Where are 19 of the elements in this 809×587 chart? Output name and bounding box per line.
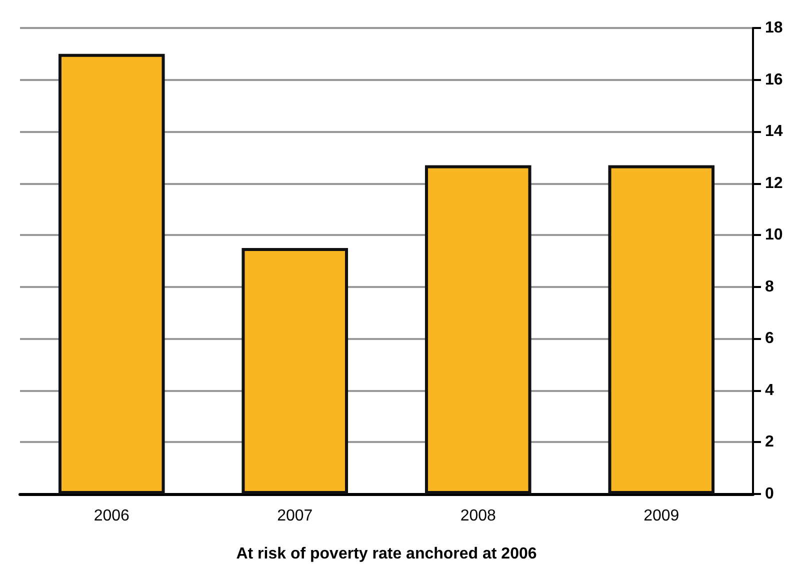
y-tick-label: 12 bbox=[765, 174, 783, 192]
bar bbox=[58, 54, 165, 494]
bar bbox=[424, 165, 532, 494]
x-tick-label: 2007 bbox=[277, 508, 313, 524]
x-axis-title: At risk of poverty rate anchored at 2006 bbox=[236, 546, 537, 562]
y-tick-label: 10 bbox=[765, 226, 783, 244]
y-tick-label: 0 bbox=[765, 486, 774, 502]
bar bbox=[608, 165, 715, 494]
y-tick-label: 2 bbox=[765, 434, 774, 451]
y-tick-label: 4 bbox=[765, 382, 774, 399]
x-tick-label: 2009 bbox=[644, 508, 680, 524]
y-tick-label: 8 bbox=[765, 278, 774, 296]
x-tick-label: 2006 bbox=[94, 508, 130, 524]
y-tick-label: 6 bbox=[765, 330, 774, 348]
bar bbox=[242, 248, 348, 494]
y-tick-label: 14 bbox=[765, 123, 783, 140]
x-tick-label: 2008 bbox=[460, 508, 496, 524]
y-tick-label: 16 bbox=[765, 71, 783, 88]
y-tick-label: 18 bbox=[765, 20, 783, 36]
